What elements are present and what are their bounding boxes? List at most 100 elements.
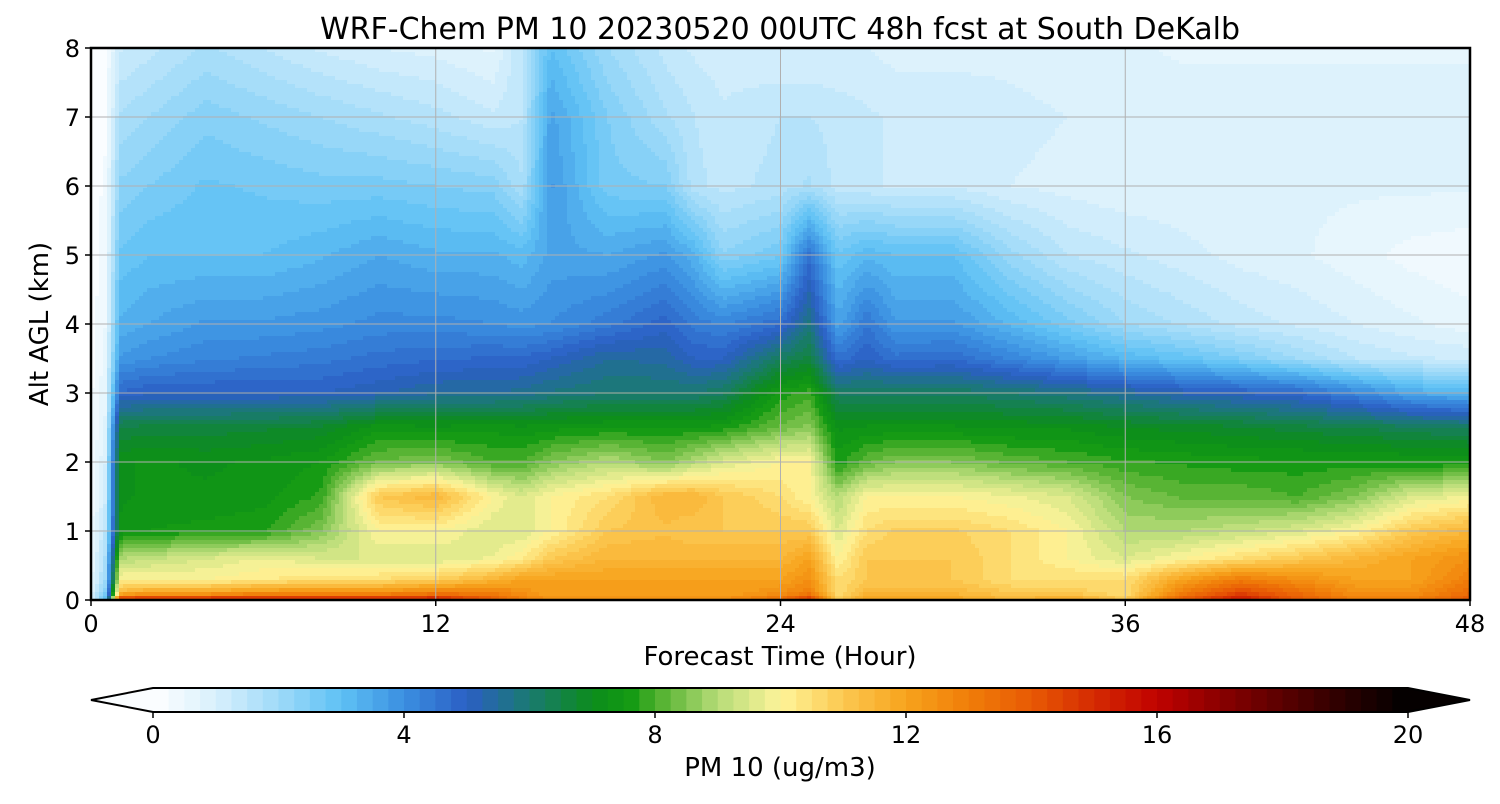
heatmap-cell (419, 64, 424, 69)
heatmap-cell (755, 96, 760, 101)
heatmap-cell (471, 100, 476, 105)
heatmap-cell (879, 68, 884, 73)
heatmap-cell (1387, 56, 1392, 61)
heatmap-cell (187, 72, 192, 77)
heatmap-cell (287, 56, 292, 61)
heatmap-cell (487, 60, 492, 65)
heatmap-cell (1443, 68, 1448, 73)
heatmap-cell (1091, 88, 1096, 93)
heatmap-cell (347, 72, 352, 77)
heatmap-cell (127, 52, 132, 57)
heatmap-cell (983, 68, 988, 73)
heatmap-cell (583, 60, 588, 65)
heatmap-cell (1207, 52, 1212, 57)
heatmap-cell (1243, 56, 1248, 61)
heatmap-cell (719, 52, 724, 57)
heatmap-cell (1399, 96, 1404, 101)
heatmap-cell (431, 84, 436, 89)
heatmap-cell (795, 96, 800, 101)
heatmap-cell (915, 64, 920, 69)
heatmap-cell (1427, 96, 1432, 101)
heatmap-cell (1351, 96, 1356, 101)
heatmap-cell (955, 92, 960, 97)
heatmap-cell (843, 72, 848, 77)
heatmap-cell (291, 56, 296, 61)
heatmap-cell (1327, 92, 1332, 97)
heatmap-cell (211, 92, 216, 97)
heatmap-cell (1067, 72, 1072, 77)
heatmap-cell (1371, 88, 1376, 93)
heatmap-cell (1427, 84, 1432, 89)
heatmap-cell (635, 80, 640, 85)
heatmap-cell (587, 64, 592, 69)
heatmap-cell (1459, 80, 1464, 85)
heatmap-cell (299, 60, 304, 65)
heatmap-cell (919, 84, 924, 89)
heatmap-cell (103, 88, 108, 93)
heatmap-cell (199, 88, 204, 93)
heatmap-cell (355, 88, 360, 93)
heatmap-cell (395, 52, 400, 57)
heatmap-cell (1179, 76, 1184, 81)
heatmap-cell (591, 60, 596, 65)
heatmap-cell (987, 96, 992, 101)
heatmap-cell (1211, 68, 1216, 73)
heatmap-cell (1407, 88, 1412, 93)
heatmap-cell (1435, 100, 1440, 105)
heatmap-cell (439, 72, 444, 77)
heatmap-cell (1379, 84, 1384, 89)
heatmap-cell (491, 76, 496, 81)
heatmap-cell (643, 100, 648, 105)
heatmap-cell (1187, 52, 1192, 57)
heatmap-cell (219, 100, 224, 105)
heatmap-cell (291, 100, 296, 105)
heatmap-cell (395, 80, 400, 85)
heatmap-cell (1183, 68, 1188, 73)
heatmap-cell (863, 84, 868, 89)
heatmap-cell (203, 96, 208, 101)
heatmap-cell (451, 100, 456, 105)
heatmap-cell (339, 104, 344, 109)
heatmap-cell (747, 60, 752, 65)
heatmap-cell (179, 72, 184, 77)
heatmap-cell (291, 96, 296, 101)
heatmap-cell (1459, 76, 1464, 81)
heatmap-cell (855, 76, 860, 81)
heatmap-cell (287, 68, 292, 73)
heatmap-cell (1063, 96, 1068, 101)
heatmap-cell (1327, 84, 1332, 89)
heatmap-cell (1075, 100, 1080, 105)
heatmap-cell (567, 96, 572, 101)
heatmap-cell (1363, 96, 1368, 101)
heatmap-cell (423, 64, 428, 69)
heatmap-cell (915, 68, 920, 73)
heatmap-cell (191, 52, 196, 57)
heatmap-cell (543, 84, 548, 89)
heatmap-cell (1103, 64, 1108, 69)
heatmap-cell (663, 64, 668, 69)
heatmap-cell (851, 56, 856, 61)
heatmap-cell (1175, 52, 1180, 57)
heatmap-cell (1199, 92, 1204, 97)
heatmap-cell (983, 96, 988, 101)
heatmap-cell (1255, 92, 1260, 97)
heatmap-cell (639, 88, 644, 93)
heatmap-cell (1143, 56, 1148, 61)
heatmap-cell (647, 52, 652, 57)
heatmap-cell (599, 100, 604, 105)
heatmap-cell (1211, 80, 1216, 85)
heatmap-cell (1355, 52, 1360, 57)
heatmap-cell (1071, 60, 1076, 65)
heatmap-cell (527, 92, 532, 97)
heatmap-cell (143, 64, 148, 69)
heatmap-cell (363, 92, 368, 97)
heatmap-cell (743, 52, 748, 57)
heatmap-cell (1107, 88, 1112, 93)
heatmap-cell (159, 96, 164, 101)
heatmap-cell (303, 104, 308, 109)
heatmap-cell (1171, 80, 1176, 85)
heatmap-cell (167, 76, 172, 81)
heatmap-cell (1211, 76, 1216, 81)
heatmap-cell (791, 80, 796, 85)
heatmap-cell (683, 104, 688, 109)
